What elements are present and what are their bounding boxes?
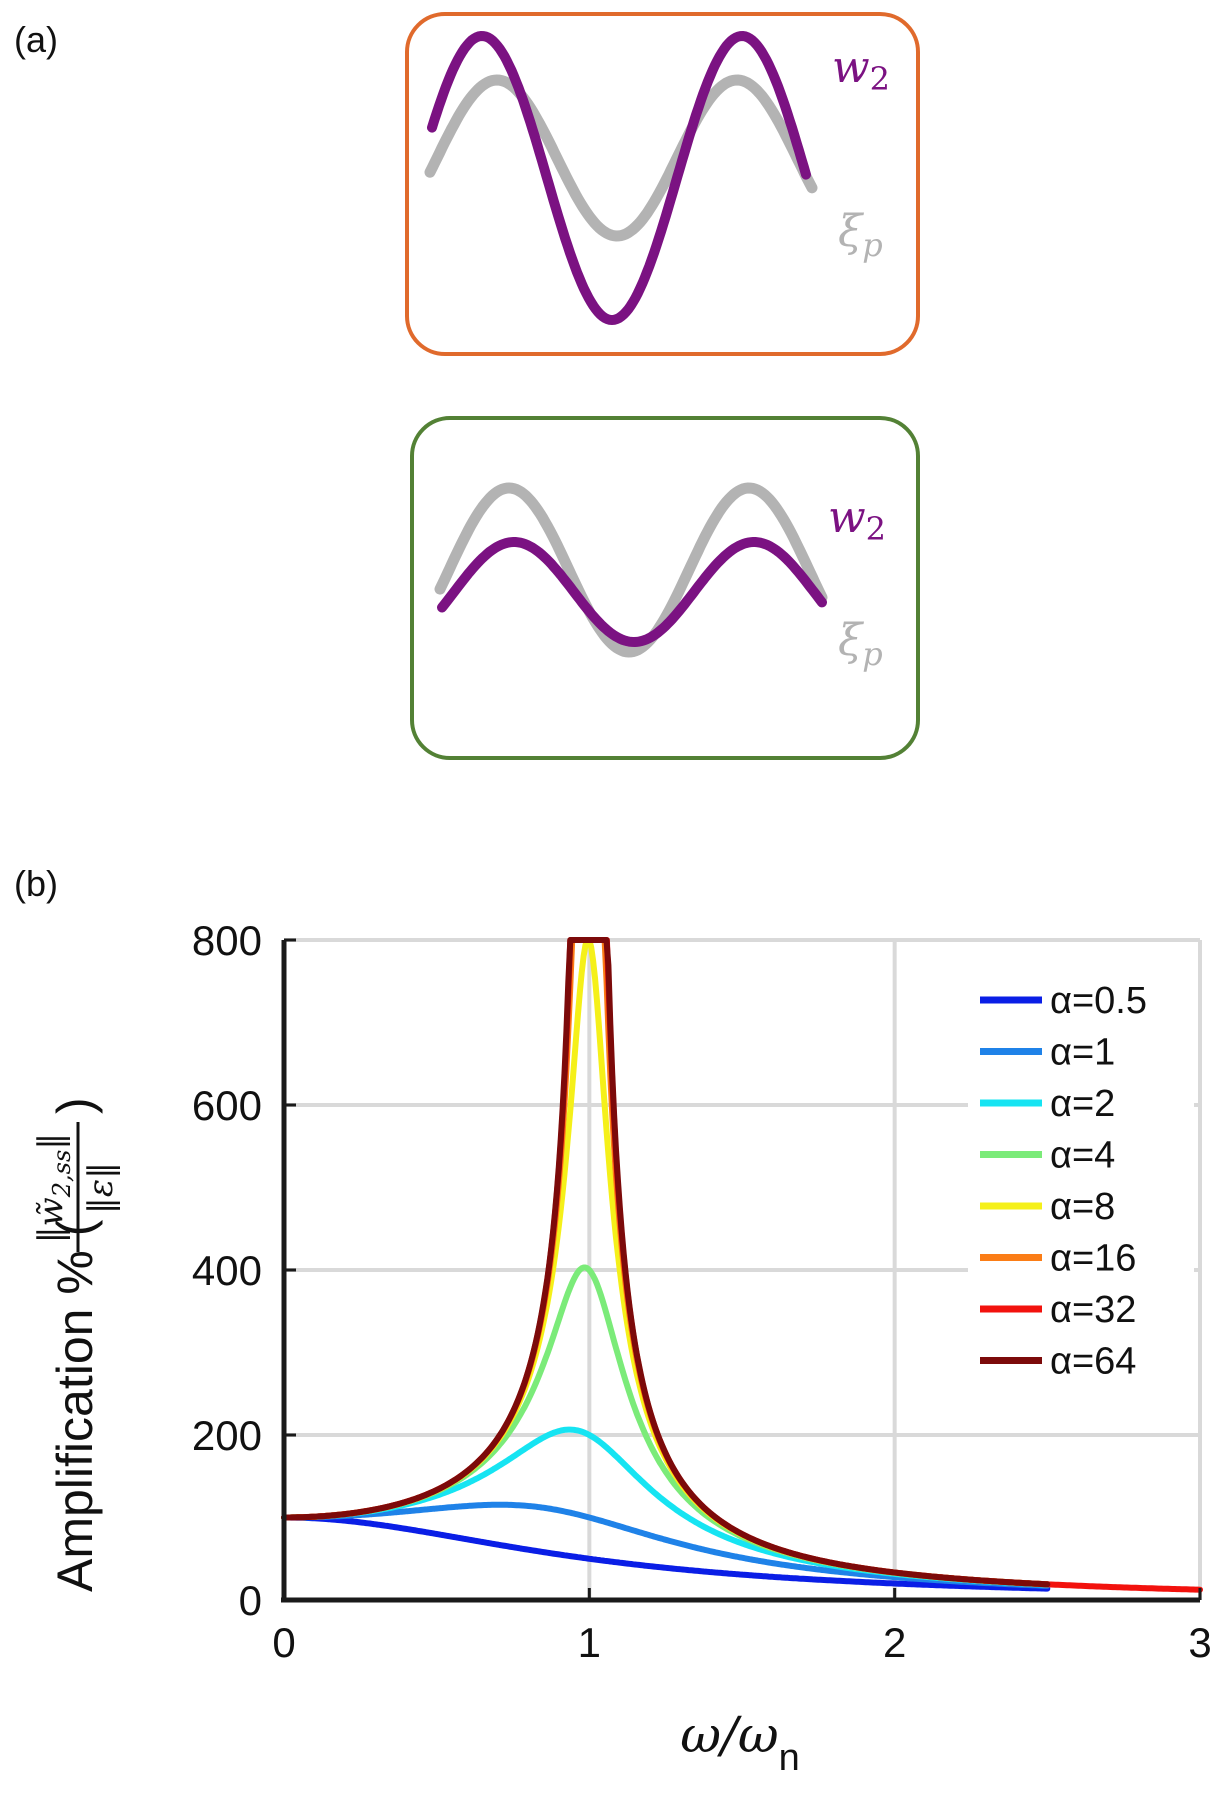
panel-b-label: (b) (14, 863, 58, 904)
legend-label: α=4 (1050, 1135, 1115, 1177)
y-tick-label: 800 (192, 917, 262, 964)
box-2-w2-label: w2 (828, 492, 886, 548)
series-line (281, 1514, 1051, 1592)
y-axis-title-numerator: ‖w̃2,ss‖ (31, 1133, 76, 1244)
box-1-border (405, 12, 920, 356)
x-tick-label: 2 (883, 1619, 906, 1666)
legend-box (968, 962, 1194, 1362)
legend-label: α=32 (1050, 1289, 1136, 1331)
series-line (281, 937, 1051, 1588)
y-axis-title-denominator: ‖ε‖ (81, 1162, 121, 1214)
box-2-border (410, 416, 920, 760)
y-tick-label: 600 (192, 1082, 262, 1129)
x-axis-title: ω/ωn (680, 1706, 800, 1779)
legend-label: α=0.5 (1050, 980, 1147, 1022)
x-tick-label: 0 (272, 1619, 295, 1666)
panel-a-box-1: w2 ξp (405, 12, 920, 356)
chart-curves (281, 937, 1203, 1593)
y-axis-title: Amplification % ( ‖w̃2,ss‖ ‖ε‖ ) (31, 1097, 121, 1592)
y-axis-title-close: ) (47, 1097, 103, 1114)
y-tick-label: 0 (239, 1577, 262, 1624)
box-2-xi-label: ξp (838, 615, 883, 673)
x-tick-label: 3 (1188, 1619, 1211, 1666)
legend-label: α=64 (1050, 1341, 1136, 1383)
y-tick-label: 400 (192, 1247, 262, 1294)
legend-label: α=2 (1050, 1083, 1115, 1125)
legend-label: α=1 (1050, 1032, 1115, 1074)
chart-legend: α=0.5 α=1 α=2 α=4 α=8 α=16 α=32 α=64 (968, 962, 1194, 1383)
legend-label: α=16 (1050, 1238, 1136, 1280)
series-line (281, 937, 1051, 1588)
x-tick-label: 1 (578, 1619, 601, 1666)
panel-a-box-2: w2 ξp (410, 416, 920, 760)
box-1-w2-wave (427, 30, 811, 326)
series-line (281, 937, 1051, 1588)
chart-ticks: 0 1 2 3 0 200 400 600 800 (192, 917, 1212, 1666)
legend-label: α=8 (1050, 1186, 1115, 1228)
y-tick-label: 200 (192, 1412, 262, 1459)
box-2-xi-wave (434, 482, 828, 658)
box-1-xi-label: ξp (838, 206, 883, 264)
panel-a-label: (a) (14, 19, 58, 60)
box-1-xi-wave (424, 74, 818, 242)
y-axis-title-main: Amplification % ( (47, 1219, 103, 1592)
box-2-w2-wave (437, 537, 827, 648)
box-1-w2-label: w2 (832, 42, 890, 98)
chart-grid (284, 938, 1202, 1600)
